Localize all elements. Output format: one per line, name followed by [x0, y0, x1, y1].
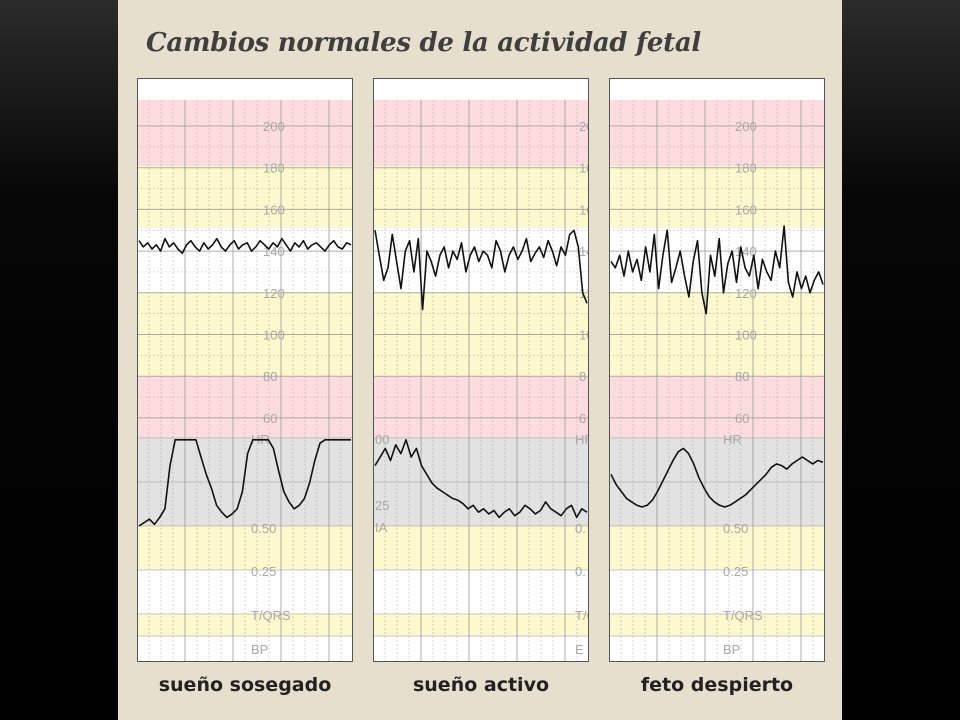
band-5 — [609, 376, 825, 438]
lower-left-label: 00 — [375, 432, 389, 447]
stv-trace — [138, 438, 351, 527]
lower-scale-label: 0.25 — [723, 564, 748, 579]
slide-title: Cambios normales de la actividad fetal — [146, 28, 701, 58]
hr-tick-label: 120 — [263, 286, 285, 301]
lower-scale-label: 0.25 — [251, 564, 276, 579]
hr-trace — [374, 229, 588, 311]
hr-tick-label: 200 — [263, 119, 285, 134]
lower-scale-label: 0.50 — [251, 521, 276, 536]
band-0 — [137, 78, 353, 100]
hr-tick-label: 8 — [579, 369, 586, 384]
caption-feto-despierto: feto despierto — [640, 674, 794, 696]
lower-scale-label: T/C — [575, 608, 589, 623]
lower-scale-label: T/QRS — [723, 608, 763, 623]
ctg-chart-sueno-activo: 20 18 16 14 12 10 8 6 HR 0. 0. T/C E 00 25 IA — [373, 78, 589, 662]
lower-scale-label: HR — [723, 432, 742, 447]
panel-border — [373, 78, 589, 662]
lower-scale-label: HR — [575, 432, 589, 447]
lower-scale-label: 0. — [575, 521, 586, 536]
hr-tick-label: 160 — [735, 202, 757, 217]
caption-sueno-sosegado: sueño sosegado — [158, 674, 332, 696]
lower-scale-label: BP — [251, 642, 268, 657]
band-5 — [137, 376, 353, 438]
caption-sueno-activo: sueño activo — [412, 674, 550, 696]
panel-border — [609, 78, 825, 662]
hr-tick-label: 6 — [579, 411, 586, 426]
ctg-panel-sueno-activo: 20 18 16 14 12 10 8 6 HR 0. 0. T/C E 00 25 IA — [373, 78, 589, 662]
lower-scale-label: E — [575, 642, 584, 657]
lower-left-label: IA — [375, 520, 388, 535]
hr-tick-label: 80 — [735, 369, 749, 384]
band-0 — [609, 78, 825, 100]
panel-border — [137, 78, 353, 662]
lower-left-label: 25 — [375, 498, 389, 513]
hr-tick-label: 180 — [735, 161, 757, 176]
hr-tick-label: 120 — [735, 286, 757, 301]
lower-scale-label: BP — [723, 642, 740, 657]
hr-tick-label: 12 — [579, 286, 589, 301]
hr-tick-label: 180 — [263, 161, 285, 176]
hr-tick-label: 10 — [579, 328, 589, 343]
band-5 — [373, 376, 589, 438]
hr-tick-label: 60 — [735, 411, 749, 426]
stv-trace — [374, 438, 588, 519]
ctg-panel-sueno-sosegado: 200 180 160 140 120 100 80 60 HR 0.50 0.25 T/QRS BP — [137, 78, 353, 662]
hr-tick-label: 100 — [735, 328, 757, 343]
hr-tick-label: 20 — [579, 119, 589, 134]
hr-tick-label: 16 — [579, 202, 589, 217]
lower-scale-label: 0. — [575, 564, 586, 579]
hr-tick-label: 100 — [263, 328, 285, 343]
band-0 — [373, 78, 589, 100]
stv-trace — [610, 447, 824, 508]
hr-tick-label: 160 — [263, 202, 285, 217]
hr-trace — [138, 237, 352, 254]
hr-tick-label: 80 — [263, 369, 277, 384]
hr-tick-label: 18 — [579, 161, 589, 176]
hr-trace — [610, 225, 824, 315]
hr-tick-label: 60 — [263, 411, 277, 426]
lower-scale-label: T/QRS — [251, 608, 291, 623]
hr-tick-label: 200 — [735, 119, 757, 134]
lower-scale-label: 0.50 — [723, 521, 748, 536]
ctg-panel-feto-despierto: 200 180 160 140 120 100 80 60 HR 0.50 0.25 T/QRS BP — [609, 78, 825, 662]
hr-tick-label: 14 — [579, 244, 589, 259]
slide: Cambios normales de la actividad fetal 2… — [118, 0, 842, 720]
